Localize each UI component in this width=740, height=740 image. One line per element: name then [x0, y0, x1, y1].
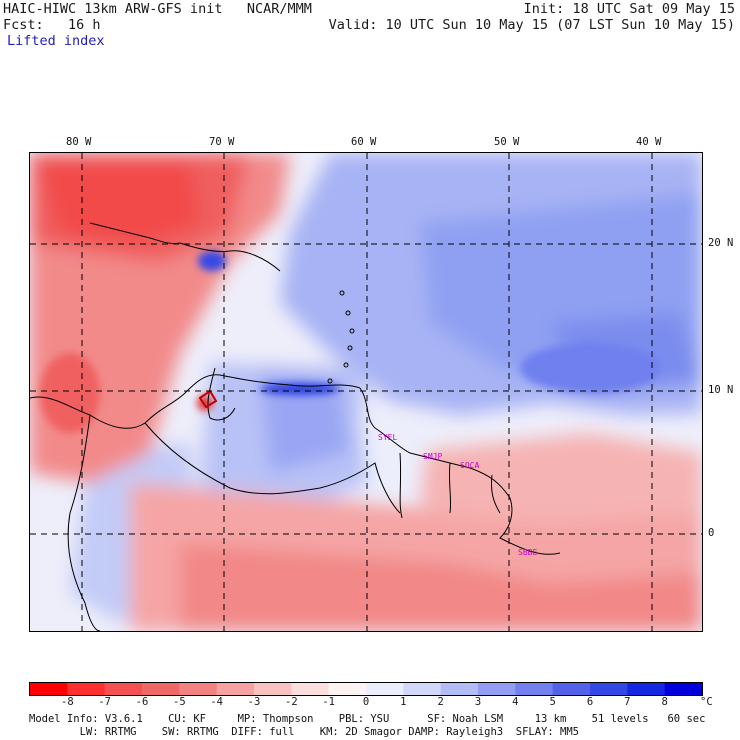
latlon-grid	[30, 153, 702, 631]
station-smjp: SMJP	[423, 452, 442, 461]
valid-time: Valid: 10 UTC Sun 10 May 15 (07 LST Sun …	[328, 17, 735, 33]
model-info-line2: LW: RRTMG SW: RRTMG DIFF: full KM: 2D Sm…	[29, 726, 579, 738]
field-name: Lifted index	[7, 33, 105, 49]
colorbar-swatch	[254, 683, 292, 695]
colorbar-swatch	[30, 683, 68, 695]
colorbar-swatch	[590, 683, 628, 695]
colorbar-swatch	[627, 683, 666, 695]
colorbar-swatch	[403, 683, 442, 695]
lifted-index-map: SYEL SMJP SOCA SBBE	[29, 152, 703, 632]
colorbar-tick-label: 2	[437, 696, 444, 708]
colorbar-swatch	[515, 683, 554, 695]
colorbar-swatch	[179, 683, 218, 695]
colorbar-tick-label: -2	[285, 696, 298, 708]
colorbar-swatch	[104, 683, 143, 695]
colorbar-tick-label: -1	[322, 696, 335, 708]
colorbar-tick-label: 7	[624, 696, 631, 708]
colorbar-tick-label: -5	[173, 696, 186, 708]
colorbar-tick-label: -8	[61, 696, 74, 708]
colorbar-tick-label: 4	[512, 696, 519, 708]
colorbar-tick-label: 6	[586, 696, 594, 708]
colorbar-tick-label: 3	[474, 696, 482, 708]
colorbar-tick-label: -4	[210, 696, 223, 708]
colorbar-tick-label: 1	[400, 696, 407, 708]
station-syel: SYEL	[378, 433, 397, 442]
model-title: HAIC-HIWC 13km ARW-GFS init NCAR/MMM	[3, 1, 312, 17]
colorbar-swatch	[291, 683, 330, 695]
colorbar-swatch	[142, 683, 180, 695]
colorbar-tick-label: 0	[362, 696, 370, 708]
model-info-line1: Model Info: V3.6.1 CU: KF MP: Thompson P…	[29, 713, 706, 725]
forecast-hour: Fcst: 16 h	[3, 17, 101, 33]
lon-label-70w: 70 W	[209, 136, 235, 148]
colorbar-unit: °C	[700, 696, 713, 708]
colorbar-tick-label: -7	[98, 696, 111, 708]
colorbar-swatch	[440, 683, 479, 695]
colorbar-tick-label: -3	[247, 696, 261, 708]
lon-label-40w: 40 W	[636, 136, 662, 148]
lat-label-10n: 10 N	[708, 384, 734, 396]
colorbar-swatch	[552, 683, 591, 695]
colorbar	[29, 681, 703, 700]
colorbar-swatch	[478, 683, 516, 695]
lat-label-20n: 20 N	[708, 237, 734, 249]
colorbar-tick-label: 5	[549, 696, 556, 708]
colorbar-swatch	[366, 683, 404, 695]
colorbar-swatch	[328, 683, 367, 695]
colorbar-swatch	[67, 683, 106, 695]
coastlines	[30, 222, 561, 631]
colorbar-swatch	[216, 683, 255, 695]
colorbar-tick-label: 8	[661, 696, 668, 708]
station-sbbe: SBBE	[518, 548, 537, 557]
lon-label-60w: 60 W	[351, 136, 377, 148]
colorbar-tick-label: -6	[135, 696, 149, 708]
lon-label-80w: 80 W	[66, 136, 92, 148]
station-soca: SOCA	[460, 461, 479, 470]
colorbar-swatch	[664, 683, 703, 695]
lon-label-50w: 50 W	[494, 136, 520, 148]
lat-label-0: 0	[708, 527, 715, 539]
init-time: Init: 18 UTC Sat 09 May 15	[523, 1, 735, 17]
